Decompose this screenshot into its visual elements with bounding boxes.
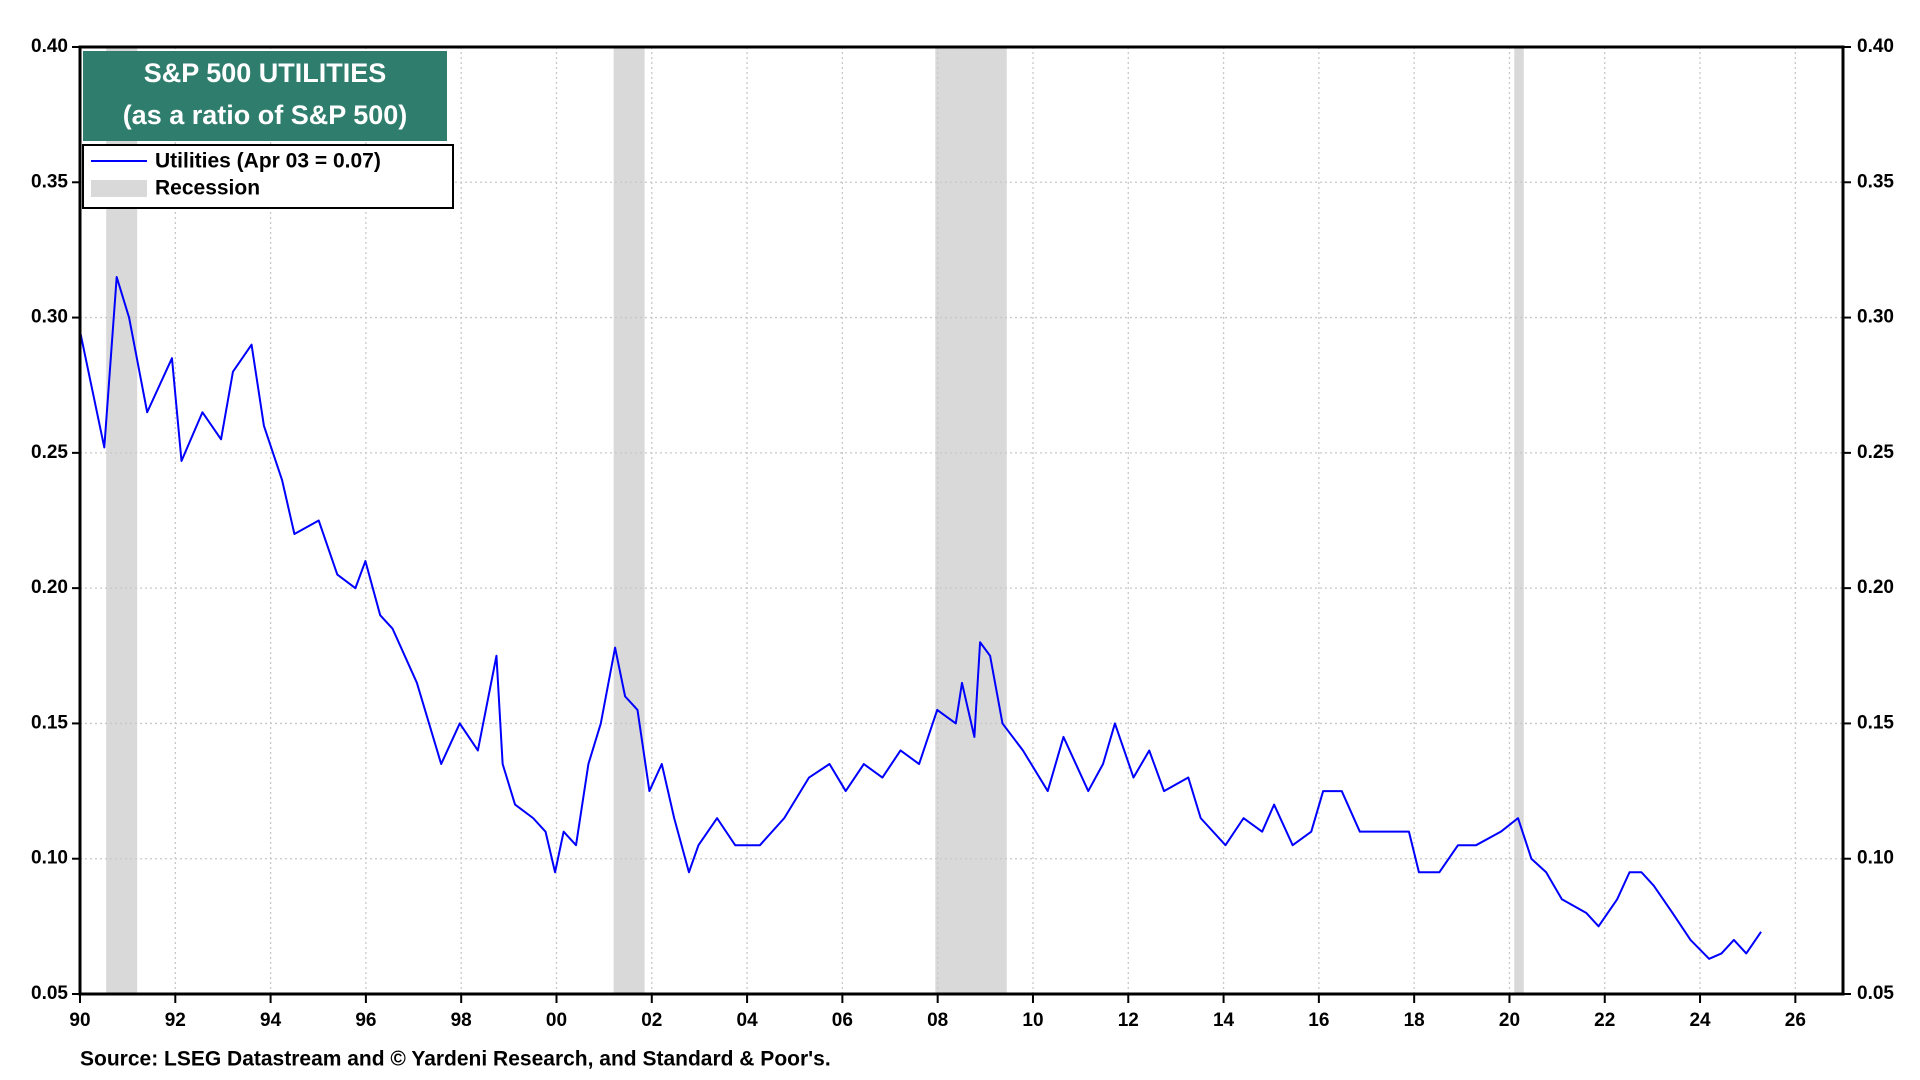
y2-tick-label: 0.30	[1857, 307, 1894, 328]
series-line	[79, 275, 1762, 960]
legend-recession-swatch	[91, 180, 147, 197]
recession-band	[613, 47, 645, 994]
x-tick-label: 26	[1785, 1010, 1806, 1031]
y2-tick-label: 0.15	[1857, 712, 1894, 733]
line-layer	[79, 275, 1762, 960]
x-tick-label: 94	[260, 1010, 282, 1031]
y-tick-label: 0.30	[31, 307, 68, 328]
y-tick-label: 0.35	[31, 171, 68, 192]
y2-tick-label: 0.25	[1857, 442, 1894, 463]
y-tick-label: 0.05	[31, 983, 68, 1004]
x-tick-label: 98	[451, 1010, 472, 1031]
plot-frame	[78, 45, 1845, 996]
x-tick-label: 20	[1499, 1010, 1520, 1031]
x-tick-label: 04	[737, 1010, 759, 1031]
x-tick-label: 00	[546, 1010, 567, 1031]
y-tick-label: 0.20	[31, 577, 68, 598]
x-tick-label: 10	[1022, 1010, 1043, 1031]
x-tick-label: 14	[1213, 1010, 1235, 1031]
y2-tick-label: 0.35	[1857, 171, 1894, 192]
y2-tick-label: 0.05	[1857, 983, 1894, 1004]
x-tick-label: 06	[832, 1010, 853, 1031]
y-tick-label: 0.40	[31, 36, 68, 57]
chart-subtitle: (as a ratio of S&P 500)	[123, 100, 408, 130]
x-tick-label: 92	[165, 1010, 186, 1031]
x-tick-label: 24	[1689, 1010, 1711, 1031]
x-tick-label: 08	[927, 1010, 948, 1031]
y2-tick-label: 0.20	[1857, 577, 1894, 598]
y-tick-label: 0.15	[31, 712, 68, 733]
legend-label: Recession	[155, 177, 260, 200]
y2-tick-label: 0.40	[1857, 36, 1894, 57]
x-tick-label: 12	[1118, 1010, 1139, 1031]
recession-band	[935, 47, 1007, 994]
x-tick-label: 16	[1308, 1010, 1329, 1031]
x-tick-label: 18	[1404, 1010, 1425, 1031]
recession-band	[1514, 47, 1524, 994]
legend-box	[82, 144, 454, 209]
y-tick-label: 0.10	[31, 848, 68, 869]
y-tick-label: 0.25	[31, 442, 68, 463]
y2-tick-label: 0.10	[1857, 848, 1894, 869]
legend-label: Utilities (Apr 03 = 0.07)	[155, 150, 381, 173]
x-tick-label: 22	[1594, 1010, 1615, 1031]
x-tick-label: 90	[69, 1010, 90, 1031]
axes-layer: 0.05 0.05 0.10 0.10 0.15 0.15 0.20 0.20 0.25 0.25…	[31, 36, 1894, 1031]
chart-title: S&P 500 UTILITIES	[144, 58, 387, 88]
x-tick-label: 02	[641, 1010, 662, 1031]
source-note: Source: LSEG Datastream and © Yardeni Re…	[80, 1048, 831, 1071]
x-tick-label: 96	[355, 1010, 376, 1031]
title-box	[83, 51, 447, 141]
